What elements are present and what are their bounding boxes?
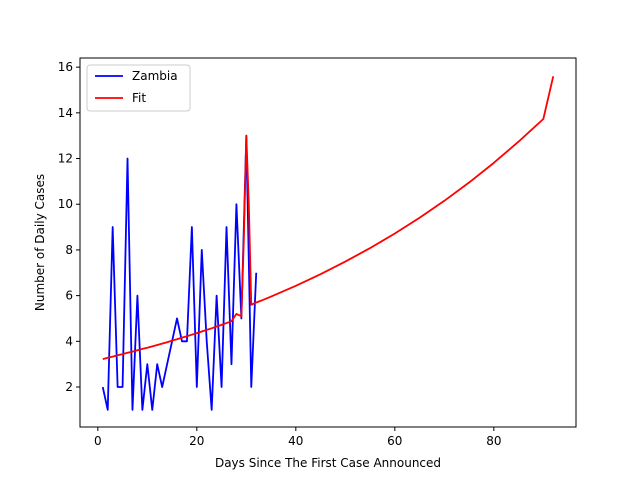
x-tick-label: 0 (94, 434, 102, 448)
y-tick-label: 12 (58, 152, 73, 166)
series-line-zambia (101, 134, 258, 411)
x-tick-label: 80 (486, 434, 501, 448)
legend-label-fit: Fit (132, 91, 146, 105)
y-axis-label: Number of Daily Cases (33, 174, 47, 311)
legend-label-zambia: Zambia (132, 69, 178, 83)
y-tick-label: 4 (65, 334, 73, 348)
x-axis-ticks: 0 20 40 60 80 (94, 427, 501, 448)
x-tick-label: 60 (387, 434, 402, 448)
y-tick-label: 10 (58, 197, 73, 211)
x-tick-label: 20 (189, 434, 204, 448)
plot-background (80, 58, 576, 427)
legend: Zambia Fit (86, 64, 191, 112)
y-tick-label: 14 (58, 106, 73, 120)
x-tick-label: 40 (288, 434, 303, 448)
plot-frame (79, 57, 577, 428)
y-tick-label: 2 (65, 380, 73, 394)
y-tick-label: 6 (65, 289, 73, 303)
x-axis-label: Days Since The First Case Announced (215, 456, 441, 470)
series-lines (101, 76, 555, 411)
y-tick-label: 8 (65, 243, 73, 257)
y-axis-ticks: 2 4 6 8 10 12 14 16 (58, 60, 80, 394)
y-tick-label: 16 (58, 60, 73, 74)
series-line-fit (102, 76, 555, 361)
